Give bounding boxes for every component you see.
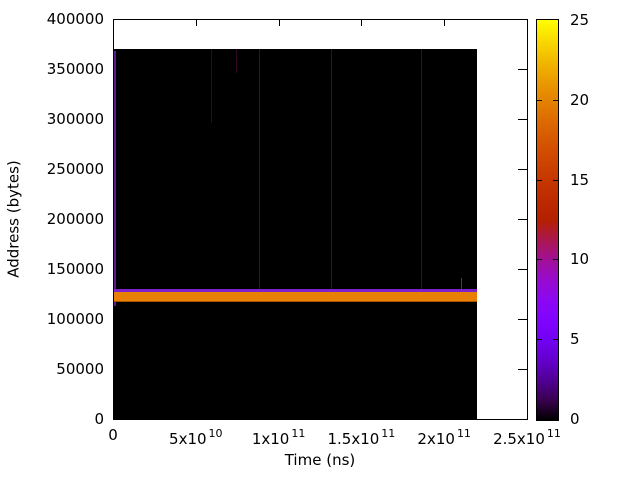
y-tick-right — [518, 319, 527, 320]
y-tick-right — [518, 119, 527, 120]
x-tick-top — [278, 20, 280, 26]
exponent: 11 — [456, 427, 471, 440]
heatmap-data-region — [114, 49, 478, 419]
y-tick-right — [518, 369, 527, 370]
exponent: 11 — [546, 427, 561, 440]
colorbar-tick-label: 25 — [570, 11, 590, 29]
x-tick-label: 1x10 11 — [251, 427, 306, 448]
y-tick-label: 400000 — [46, 10, 104, 28]
exponent: 11 — [381, 427, 396, 440]
y-tick-right — [518, 219, 527, 220]
exponent: 10 — [208, 427, 223, 440]
plot-frame-left — [113, 19, 114, 420]
colorbar-tick-label: 10 — [570, 250, 590, 269]
heatmap-streak-1 — [210, 49, 212, 123]
colorbar — [536, 19, 559, 421]
hot-band-top-edge — [113, 289, 478, 292]
x-tick-top — [444, 20, 446, 26]
heatmap-streak-4 — [330, 49, 332, 289]
y-tick-label: 50000 — [56, 360, 104, 378]
y-tick-label: 200000 — [46, 210, 104, 228]
colorbar-tick-right — [553, 99, 558, 101]
colorbar-tick-left — [537, 99, 542, 101]
y-tick-label: 150000 — [46, 260, 104, 278]
heatmap-streak-2 — [236, 49, 238, 73]
plot-frame-top — [113, 19, 528, 20]
x-tick-label: 5x10 10 — [169, 427, 223, 448]
colorbar-tick-label: 15 — [570, 170, 590, 189]
x-tick-top — [361, 20, 363, 26]
hot-band — [113, 292, 478, 302]
y-tick-label: 300000 — [46, 110, 104, 128]
y-tick-right — [518, 169, 527, 170]
y-tick-right — [518, 269, 527, 270]
x-tick-top — [195, 20, 197, 26]
x-tick-label: 0 — [108, 426, 118, 444]
y-axis-title: Address (bytes) — [4, 160, 23, 278]
heatmap-streak-3 — [258, 49, 260, 289]
colorbar-tick-right — [553, 259, 558, 261]
y-tick-label: 100000 — [46, 310, 104, 328]
x-tick-label: 2x10 11 — [417, 427, 471, 448]
x-tick-label: 1.5x10 11 — [327, 427, 396, 448]
y-tick-label: 250000 — [46, 160, 104, 178]
colorbar-tick-left — [537, 339, 542, 341]
colorbar-tick-right — [553, 179, 558, 181]
exponent: 11 — [291, 427, 306, 440]
y-tick-right — [518, 69, 527, 70]
y-tick-label: 350000 — [46, 60, 104, 78]
colorbar-tick-right — [553, 339, 558, 341]
heatmap-streak-6 — [460, 278, 462, 289]
colorbar-tick-left — [537, 179, 542, 181]
colorbar-tick-label: 5 — [570, 330, 580, 349]
x-tick-label: 2.5x10 11 — [493, 427, 561, 448]
plot-frame-right — [527, 19, 528, 420]
colorbar-tick-label: 0 — [570, 410, 580, 428]
y-tick-label: 0 — [94, 410, 104, 428]
colorbar-tick-left — [537, 259, 542, 261]
heatmap-streak-0 — [114, 51, 117, 306]
x-axis-title: Time (ns) — [284, 451, 356, 469]
colorbar-tick-label: 20 — [570, 90, 590, 109]
plot-frame-bottom — [113, 419, 528, 420]
heatmap-streak-5 — [421, 49, 423, 289]
